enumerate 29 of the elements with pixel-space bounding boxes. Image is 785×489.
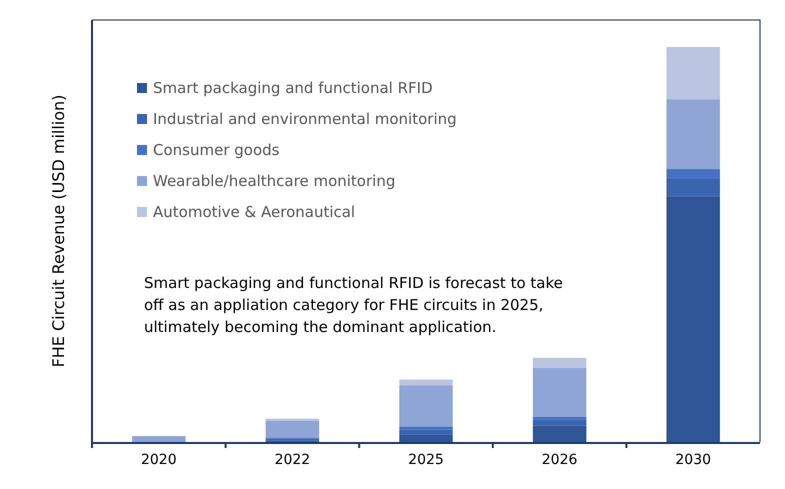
y-axis-title: FHE Circuit Revenue (USD million) — [49, 94, 68, 368]
legend-label: Automotive & Aeronautical — [153, 203, 356, 221]
x-tick-label: 2030 — [675, 452, 712, 468]
bar — [532, 420, 586, 426]
bar — [399, 430, 453, 435]
bar — [532, 426, 586, 442]
bar — [532, 416, 586, 420]
bar — [666, 47, 720, 100]
bar — [666, 99, 720, 170]
x-tick-label: 2026 — [542, 452, 578, 468]
bar — [666, 196, 720, 442]
legend-label: Consumer goods — [153, 141, 280, 159]
legend-label: Industrial and environmental monitoring — [153, 110, 457, 128]
bar — [532, 358, 586, 368]
bar — [399, 386, 453, 427]
legend-label: Smart packaging and functional RFID — [153, 79, 433, 97]
bar — [266, 420, 320, 438]
bar — [399, 426, 453, 430]
bar — [532, 368, 586, 417]
legend-label: Wearable/healthcare monitoring — [153, 172, 396, 190]
x-tick-label: 2025 — [408, 452, 444, 468]
bar — [399, 380, 453, 386]
bar — [132, 436, 186, 442]
annotation: Smart packaging and functional RFID is forecast to take off as an appliation category for FHE circuits in 2025, ultimately becoming the dominant application. — [144, 274, 563, 336]
bar — [666, 178, 720, 196]
x-tick-label: 2022 — [274, 452, 310, 468]
bar — [666, 169, 720, 178]
bar — [399, 434, 453, 442]
x-tick-label: 2020 — [140, 452, 177, 468]
